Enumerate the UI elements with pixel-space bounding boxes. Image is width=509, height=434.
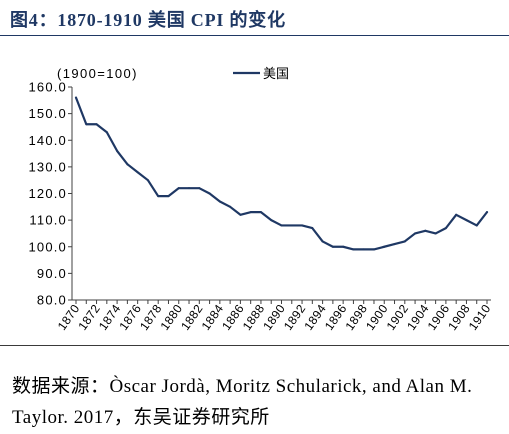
x-tick-label: 1904	[404, 302, 432, 333]
data-point	[434, 232, 437, 235]
data-point	[105, 131, 108, 134]
x-tick-label: 1900	[363, 302, 391, 333]
legend-label-us: 美国	[263, 66, 289, 81]
data-point	[95, 123, 98, 126]
data-point	[311, 227, 314, 230]
x-tick-label: 1894	[301, 302, 329, 333]
data-point	[218, 200, 221, 203]
x-tick-label: 1876	[116, 302, 144, 333]
data-point	[259, 211, 262, 214]
data-point	[75, 96, 77, 99]
x-tick-label: 1878	[137, 302, 165, 333]
legend: 美国	[233, 66, 289, 81]
x-tick-label: 1910	[466, 302, 494, 333]
y-tick-label: 150.0	[28, 106, 67, 121]
data-point	[229, 205, 232, 208]
source-line-2: Taylor. 2017，东吴证券研究所	[12, 407, 270, 428]
data-point	[208, 192, 211, 195]
y-tick-label: 100.0	[28, 239, 67, 254]
title-divider	[0, 35, 509, 36]
x-tick-label: 1888	[240, 302, 268, 333]
y-axis: 80.0 90.0 100.0 110.0 120.0 130.0 140.0 150.0 16…	[28, 80, 73, 308]
x-tick-label: 1874	[96, 302, 124, 333]
y-tick-label: 90.0	[37, 266, 67, 281]
data-point	[455, 213, 458, 216]
data-point	[321, 240, 324, 243]
data-point	[424, 229, 427, 232]
data-point	[403, 240, 406, 243]
x-tick-label: 1890	[260, 302, 288, 333]
x-tick-label: 1902	[384, 302, 412, 333]
x-tick-label: 1892	[281, 302, 309, 333]
source-divider	[0, 345, 509, 346]
x-tick-label: 1886	[219, 302, 247, 333]
x-tick-label: 1898	[342, 302, 370, 333]
index-base-annotation: (1900=100)	[57, 66, 138, 81]
data-point	[372, 248, 375, 251]
source-line-1: 数据来源：Òscar Jordà, Moritz Schularick, and…	[12, 376, 473, 397]
cpi-line-chart: (1900=100) 美国 80.0 90.0 100.0 110.0 120.0 130…	[28, 66, 494, 333]
y-tick-label: 130.0	[28, 159, 67, 174]
series-line-0	[74, 96, 489, 251]
data-point	[475, 224, 478, 227]
data-point	[198, 187, 201, 190]
data-point	[146, 179, 149, 182]
x-axis: 1870187218741876187818801882188418861888…	[55, 299, 494, 333]
data-point	[270, 219, 273, 222]
y-tick-label: 160.0	[28, 80, 67, 95]
data-point	[393, 243, 396, 246]
data-point	[249, 211, 252, 214]
data-point	[188, 187, 191, 190]
data-point	[157, 195, 160, 198]
series-group	[74, 96, 489, 251]
data-point	[280, 224, 283, 227]
y-tick-label: 140.0	[28, 133, 67, 148]
y-tick-label: 120.0	[28, 186, 67, 201]
data-point	[383, 245, 386, 248]
x-tick-label: 1906	[425, 302, 453, 333]
x-tick-label: 1882	[178, 302, 206, 333]
data-point	[444, 227, 447, 230]
figure-title: 图4：1870-1910 美国 CPI 的变化	[10, 10, 286, 30]
data-point	[167, 195, 170, 198]
data-point	[352, 248, 355, 251]
data-point	[486, 211, 488, 214]
data-point	[239, 213, 242, 216]
y-tick-label: 80.0	[37, 293, 67, 308]
data-point	[301, 224, 304, 227]
x-tick-label: 1872	[75, 302, 103, 333]
x-tick-label: 1908	[445, 302, 473, 333]
data-point	[116, 149, 119, 152]
y-tick-label: 110.0	[29, 213, 67, 228]
data-point	[177, 187, 180, 190]
x-tick-label: 1884	[199, 302, 227, 333]
data-point	[85, 123, 88, 126]
x-tick-label: 1880	[158, 302, 186, 333]
x-tick-label: 1896	[322, 302, 350, 333]
data-point	[290, 224, 293, 227]
data-point	[342, 245, 345, 248]
data-point	[126, 163, 129, 166]
data-point	[136, 171, 139, 174]
data-point	[465, 219, 468, 222]
data-point	[362, 248, 365, 251]
data-point	[331, 245, 334, 248]
data-point	[414, 232, 417, 235]
